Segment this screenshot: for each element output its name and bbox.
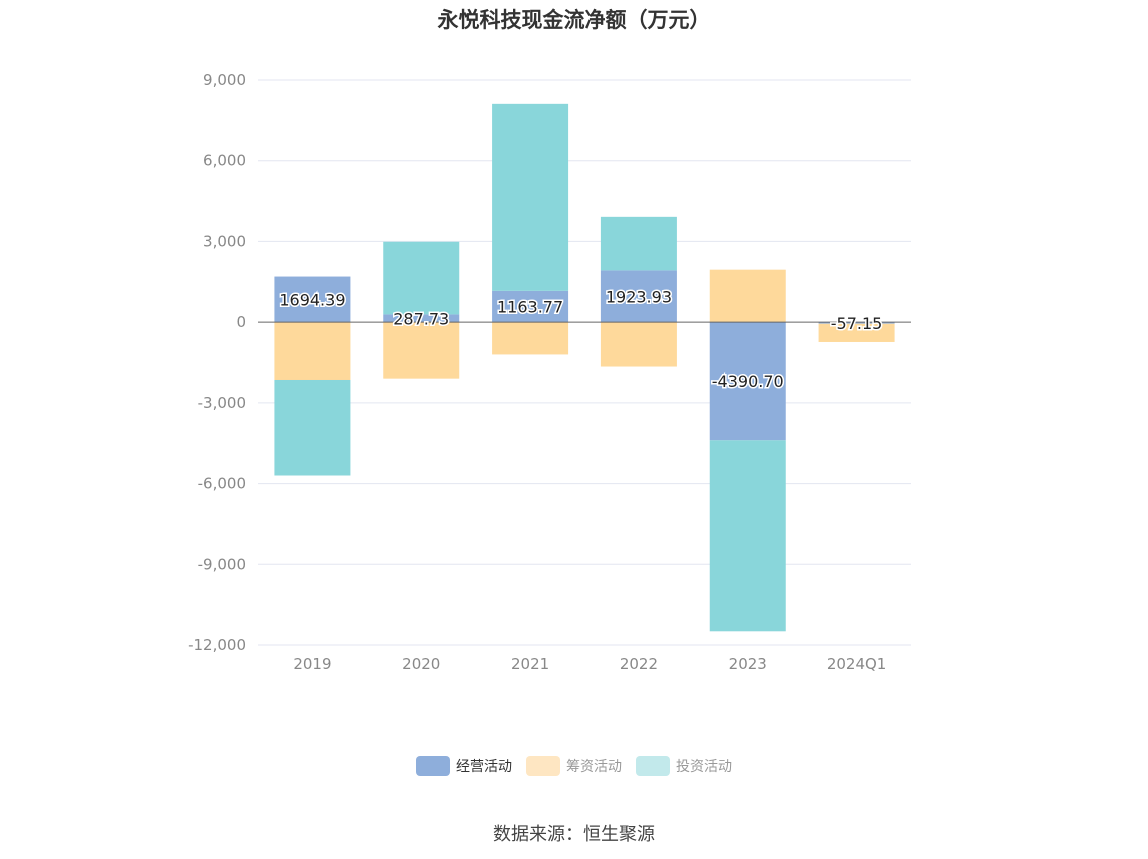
bar (492, 290, 569, 323)
x-tick-label: 2020 (402, 655, 440, 673)
y-tick-label: 3,000 (203, 232, 246, 250)
y-tick-label: -3,000 (198, 394, 246, 412)
bar (492, 103, 569, 291)
bar (383, 322, 460, 379)
legend-label: 经营活动 (456, 759, 512, 775)
bar (492, 322, 569, 355)
legend-swatch (526, 756, 560, 776)
bar (383, 314, 460, 323)
data-label: -4390.70 (712, 372, 784, 391)
x-tick-label: 2023 (729, 655, 767, 673)
x-tick-label: 2022 (620, 655, 658, 673)
legend-label: 投资活动 (676, 759, 732, 775)
legend-item[interactable]: 筹资活动 (526, 756, 622, 776)
cash-flow-chart: 9,000 6,000 3,000 0 -3,000 -6,000 -9,000 -12,00… (188, 71, 911, 673)
y-tick-label: -12,000 (188, 636, 246, 654)
x-tick-label: 2019 (293, 655, 331, 673)
legend: 经营活动 筹资活动 投资活动 (0, 756, 1148, 776)
bar (709, 440, 786, 632)
legend-item[interactable]: 投资活动 (636, 756, 732, 776)
bar (600, 270, 677, 323)
bar (709, 269, 786, 323)
bar (274, 322, 351, 380)
legend-swatch (416, 756, 450, 776)
bars-layer (274, 103, 895, 632)
data-label: 287.73 (393, 309, 449, 328)
axis-layer: 9,000 6,000 3,000 0 -3,000 -6,000 -9,000 -12,00… (188, 71, 911, 673)
bar (709, 322, 786, 441)
x-tick-label: 2024Q1 (827, 655, 887, 673)
data-label: -57.15 (831, 314, 883, 333)
bar (383, 241, 460, 315)
legend-label: 筹资活动 (566, 759, 622, 775)
bar (818, 322, 895, 324)
data-label: 1163.77 (497, 297, 563, 316)
data-labels-layer: 1694.39 287.73 1163.77 1923.93 -4390.70 -57.1… (278, 286, 884, 393)
bar (818, 323, 895, 342)
x-tick-label: 2021 (511, 655, 549, 673)
legend-swatch (636, 756, 670, 776)
data-label: 1923.93 (606, 287, 672, 306)
y-tick-label: 0 (236, 313, 246, 331)
y-tick-label: 6,000 (203, 152, 246, 170)
bar (274, 276, 351, 323)
chart-title: 永悦科技现金流净额（万元） (437, 8, 711, 32)
data-label: 1694.39 (279, 290, 345, 309)
data-source-note: 数据来源：恒生聚源 (493, 824, 655, 845)
bar (600, 322, 677, 367)
legend-item[interactable]: 经营活动 (416, 756, 512, 776)
y-tick-label: -9,000 (198, 555, 246, 573)
bar (600, 216, 677, 271)
y-tick-label: -6,000 (198, 475, 246, 493)
grid-layer (258, 79, 911, 646)
y-tick-label: 9,000 (203, 71, 246, 89)
bar (274, 379, 351, 476)
